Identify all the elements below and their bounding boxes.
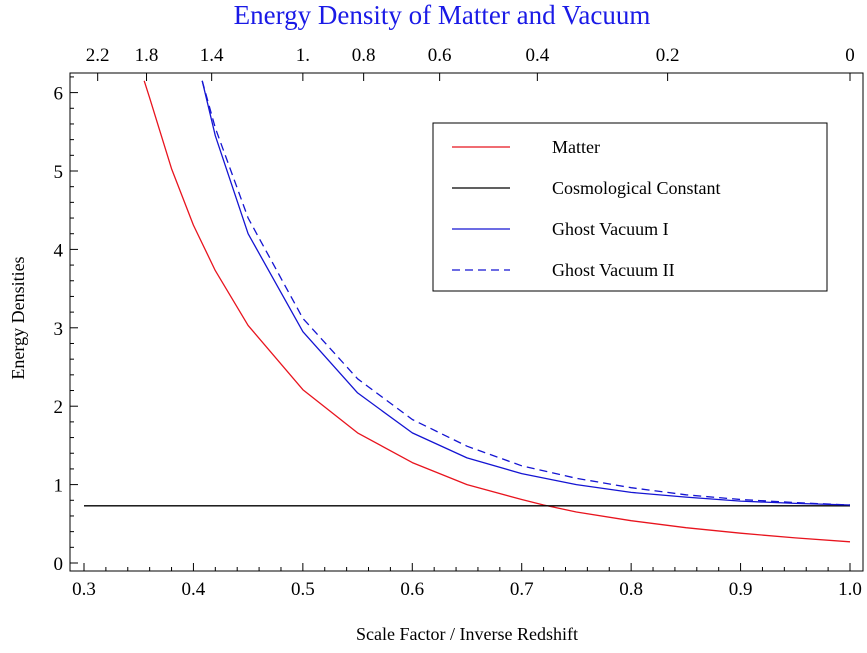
legend-label: Ghost Vacuum II bbox=[552, 260, 675, 280]
legend: Matter Cosmological Constant Ghost Vacuum … bbox=[432, 122, 828, 292]
y-tick-label: 4 bbox=[54, 240, 64, 261]
chart-title: Energy Density of Matter and Vacuum bbox=[234, 0, 651, 30]
top-tick-label: 0.4 bbox=[525, 45, 549, 66]
x-tick-label: 0.5 bbox=[291, 579, 315, 600]
x-tick-label: 0.4 bbox=[182, 579, 206, 600]
top-tick-label: 0.8 bbox=[352, 45, 376, 66]
x-tick-label: 0.8 bbox=[619, 579, 643, 600]
series-line-3 bbox=[201, 80, 851, 506]
legend-label: Cosmological Constant bbox=[552, 178, 721, 198]
series-line-2 bbox=[201, 80, 851, 506]
y-tick-label: 2 bbox=[54, 397, 64, 418]
x-tick-label: 0.6 bbox=[400, 579, 424, 600]
x-tick-label: 1.0 bbox=[838, 579, 862, 600]
top-tick-label: 1. bbox=[296, 45, 310, 66]
plot-frame bbox=[69, 72, 864, 572]
y-tick-label: 6 bbox=[54, 84, 64, 105]
top-tick-label: 0.2 bbox=[656, 45, 680, 66]
top-tick-label: 1.4 bbox=[200, 45, 224, 66]
x-axis-label: Scale Factor / Inverse Redshift bbox=[356, 624, 578, 644]
x-tick-label: 0.3 bbox=[72, 579, 96, 600]
top-tick-label: 0 bbox=[845, 45, 855, 66]
top-tick-label: 0.6 bbox=[428, 45, 452, 66]
legend-label: Ghost Vacuum I bbox=[552, 219, 669, 239]
x-tick-label: 0.9 bbox=[729, 579, 753, 600]
plot-lines bbox=[84, 80, 851, 543]
legend-label: Matter bbox=[552, 137, 600, 157]
legend-box bbox=[432, 122, 828, 292]
y-tick-label: 5 bbox=[54, 162, 64, 183]
top-tick-label: 1.8 bbox=[135, 45, 159, 66]
y-tick-label: 1 bbox=[54, 476, 64, 497]
y-tick-label: 0 bbox=[54, 554, 64, 575]
y-tick-label: 3 bbox=[54, 319, 64, 340]
x-tick-label: 0.7 bbox=[510, 579, 534, 600]
top-tick-label: 2.2 bbox=[86, 45, 110, 66]
y-axis-label: Energy Densities bbox=[8, 256, 28, 379]
series-line-0 bbox=[143, 80, 851, 543]
